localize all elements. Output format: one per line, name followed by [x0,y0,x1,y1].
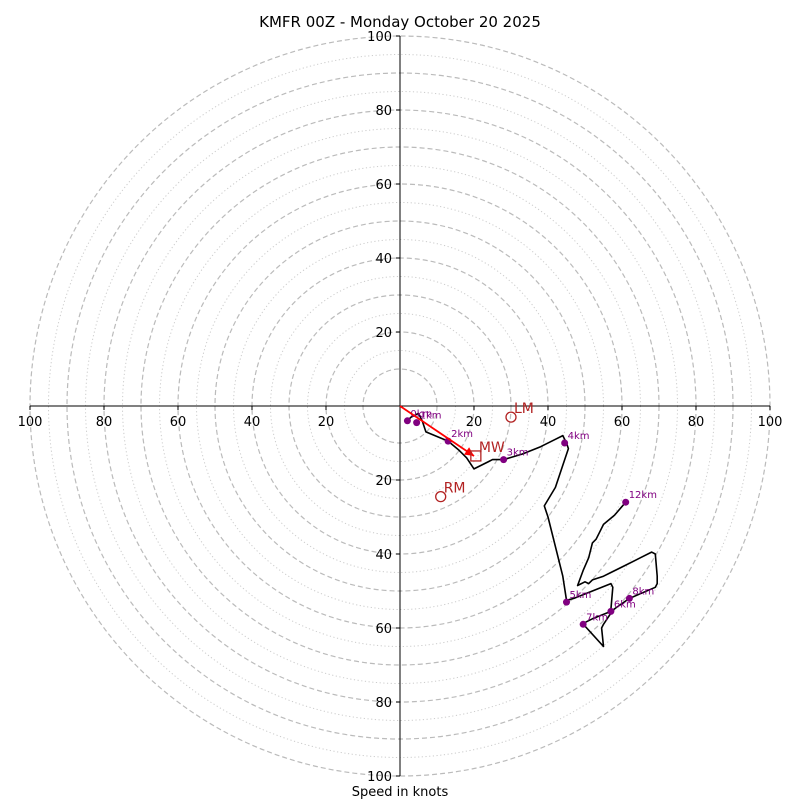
y-tick-label: 100 [367,770,392,785]
x-tick-label: 40 [244,415,261,430]
height-point [622,498,630,506]
y-tick-label: 20 [375,326,392,341]
height-label: 6km [614,599,636,610]
height-point [607,607,615,615]
x-tick-label: 60 [170,415,187,430]
y-tick-label: 100 [367,30,392,45]
storm-motion-group: LM MW RM [399,401,534,503]
y-tick-label: 80 [375,104,392,119]
x-tick-label: 40 [540,415,557,430]
x-tick-label: 100 [758,415,783,430]
shear-vector [399,405,475,457]
height-label: 5km [570,590,592,601]
y-tick-label: 60 [375,178,392,193]
x-tick-label: 100 [18,415,43,430]
height-point [500,456,508,464]
hodograph-trace [406,412,659,648]
x-tick-label: 20 [318,415,335,430]
x-axis-label: Speed in knots [352,785,449,800]
x-tick-label: 20 [466,415,483,430]
x-tick-label: 80 [688,415,705,430]
y-tick-label: 80 [375,696,392,711]
storm-motion-lm-label: LM [514,401,534,417]
storm-motion-rm-marker [435,490,447,503]
height-label: 3km [507,448,529,459]
y-tick-label: 20 [375,474,392,489]
storm-motion-lm-marker [505,411,517,423]
height-label: 4km [568,431,590,442]
trace-group [406,412,659,648]
height-point [413,419,421,427]
y-tick-label: 40 [375,252,392,267]
y-tick-label: 40 [375,548,392,563]
y-tick-label: 60 [375,622,392,637]
height-point [579,620,587,628]
storm-motion-mw-marker [470,450,482,462]
height-label: 12km [629,490,657,501]
height-label: 1km [420,411,442,422]
storm-motion-mw-label: MW [479,440,505,456]
x-tick-label: 60 [614,415,631,430]
height-point [563,598,570,606]
height-label: 8km [632,586,654,597]
axes-group: 100 80 60 40 20 20 40 60 80 100 100 80 60 40 20 20 40 60 8… [18,30,783,785]
chart-title: KMFR 00Z - Monday October 20 2025 [259,13,541,31]
height-label: 2km [451,429,473,440]
height-label: 7km [586,612,608,623]
height-point [403,417,411,425]
height-point [561,439,569,447]
height-point [625,594,633,602]
storm-motion-rm-label: RM [444,481,466,497]
x-tick-label: 80 [96,415,113,430]
height-label: 0km [410,409,432,420]
